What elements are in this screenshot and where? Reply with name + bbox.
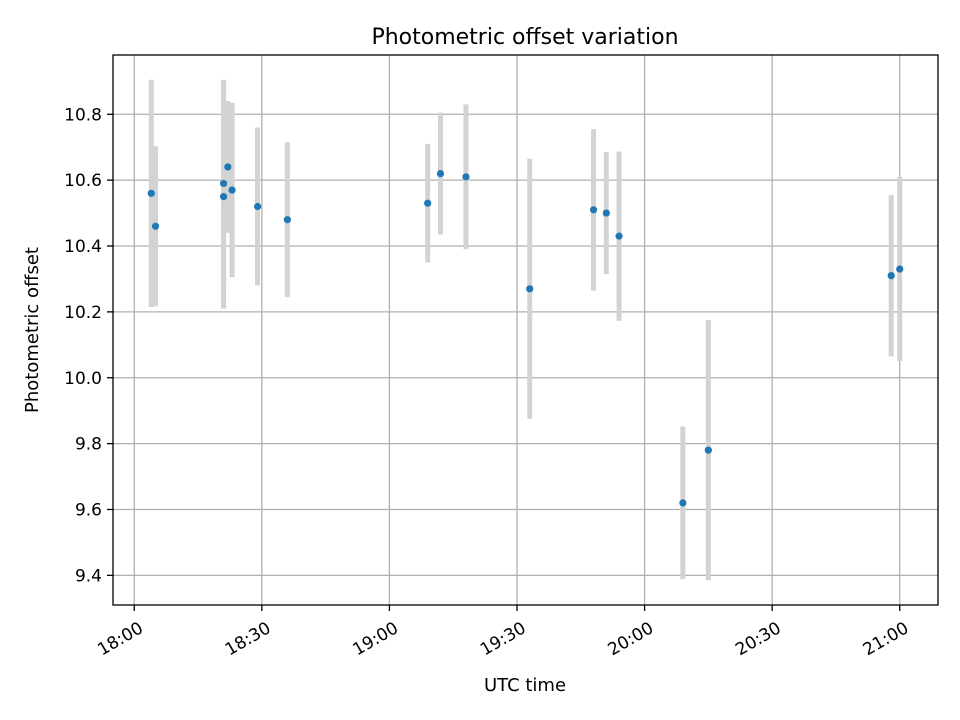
data-point xyxy=(436,169,445,178)
y-tick-label: 10.4 xyxy=(64,237,102,257)
y-tick-label: 10.0 xyxy=(64,369,102,389)
data-point xyxy=(219,193,228,201)
data-point xyxy=(283,216,291,224)
data-point xyxy=(602,209,610,217)
chart-title: Photometric offset variation xyxy=(371,25,678,50)
y-axis-label: Photometric offset xyxy=(22,247,43,413)
data-point xyxy=(228,186,236,194)
data-point xyxy=(224,163,232,171)
data-point xyxy=(151,222,160,230)
x-axis-label: UTC time xyxy=(484,675,566,696)
data-point xyxy=(219,179,228,188)
data-point xyxy=(896,265,904,273)
data-point xyxy=(526,285,534,293)
data-point xyxy=(424,199,432,207)
plot-frame xyxy=(112,54,939,606)
data-point xyxy=(253,202,262,211)
data-point xyxy=(704,446,712,454)
data-point xyxy=(147,189,155,197)
data-point xyxy=(615,232,623,240)
y-tick-label: 10.8 xyxy=(64,105,102,125)
data-point xyxy=(589,206,598,214)
y-tick-label: 10.6 xyxy=(64,171,102,191)
y-tick-label: 9.6 xyxy=(75,500,102,520)
y-tick-label: 9.4 xyxy=(75,566,102,586)
data-point xyxy=(887,272,895,280)
data-points xyxy=(147,163,904,507)
y-tick-label: 10.2 xyxy=(64,303,102,323)
y-tick-label: 9.8 xyxy=(75,435,102,455)
grid-lines xyxy=(113,55,938,605)
data-point xyxy=(462,173,470,181)
data-point xyxy=(679,499,687,507)
